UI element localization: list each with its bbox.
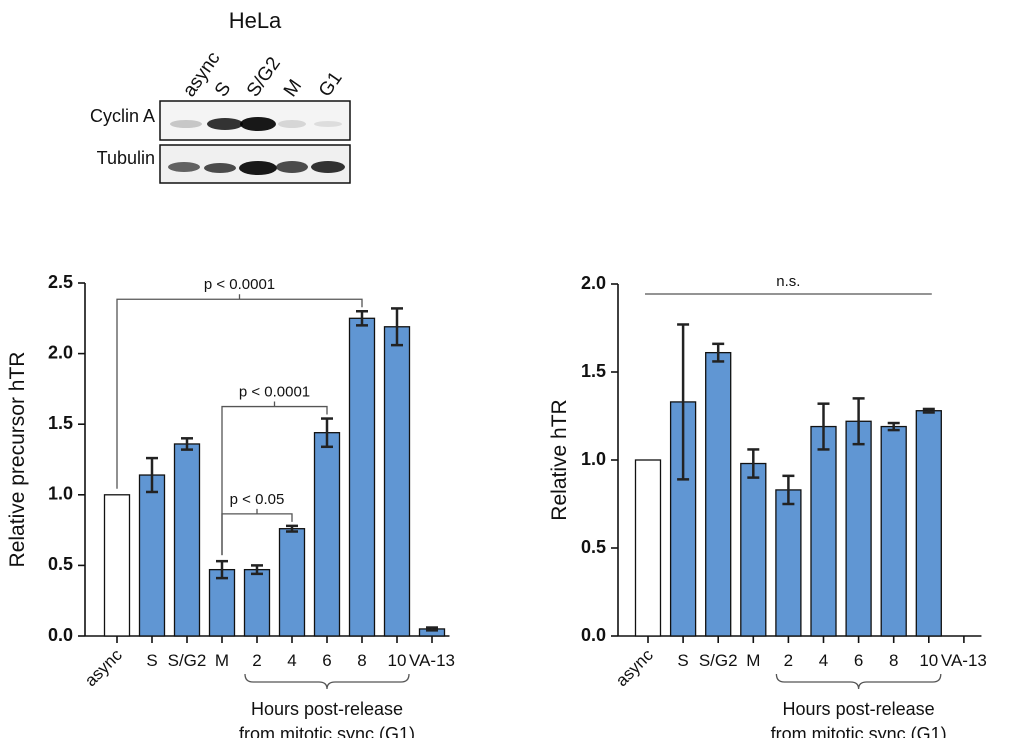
x-tick-label: 10	[919, 651, 938, 670]
y-tick-label: 1.0	[581, 449, 606, 469]
annotation: p < 0.05	[230, 491, 285, 508]
blot-band	[240, 117, 276, 131]
x-tick-label: 8	[357, 651, 366, 670]
western-blot: HeLa async S S/G2 M G1 Cyclin A Tubulin	[90, 8, 350, 183]
blot-band	[311, 161, 345, 173]
bar	[636, 460, 661, 636]
bar	[741, 464, 766, 636]
row-label: Cyclin A	[90, 106, 155, 126]
bar	[776, 490, 801, 636]
bar	[811, 427, 836, 636]
bar	[706, 353, 731, 636]
blot-band	[239, 161, 277, 175]
blot-title: HeLa	[229, 8, 282, 33]
y-axis-label: Relative hTR	[548, 399, 571, 520]
group-label: from mitotic sync (G1)	[239, 724, 415, 738]
group-label: Hours post-release	[251, 699, 403, 719]
y-axis-label: Relative precursor hTR	[6, 352, 29, 568]
bar	[210, 570, 235, 636]
y-tick-label: 2.0	[48, 342, 73, 362]
x-tick-label: 8	[889, 651, 898, 670]
figure: HeLa async S S/G2 M G1 Cyclin A Tubulin …	[0, 0, 1014, 738]
x-tick-label: S	[677, 651, 688, 670]
bar	[105, 495, 130, 636]
x-tick-label: 6	[854, 651, 863, 670]
row-label: Tubulin	[97, 148, 155, 168]
x-tick-label: 2	[784, 651, 793, 670]
group-label: from mitotic sync (G1)	[771, 724, 947, 738]
bar	[916, 411, 941, 636]
blot-band	[278, 120, 306, 128]
bar	[846, 421, 871, 636]
x-tick-label: S	[146, 651, 157, 670]
lane-label: S	[211, 78, 235, 100]
y-tick-label: 0.0	[48, 625, 73, 645]
x-tick-label: async	[81, 645, 126, 690]
y-tick-label: 0.5	[48, 554, 73, 574]
x-tick-label: 6	[322, 651, 331, 670]
bar	[881, 427, 906, 636]
bar	[385, 327, 410, 636]
x-tick-label: VA-13	[409, 651, 455, 670]
annotation: p < 0.0001	[204, 276, 275, 293]
x-tick-label: async	[612, 645, 657, 690]
blot-band	[204, 163, 236, 173]
bar	[280, 529, 305, 636]
bar	[315, 433, 340, 636]
blot-band	[207, 118, 243, 130]
blot-band	[276, 161, 308, 173]
x-tick-label: M	[746, 651, 760, 670]
y-tick-label: 1.0	[48, 484, 73, 504]
lane-label: M	[280, 76, 306, 101]
blot-band	[170, 120, 202, 128]
annotation: n.s.	[776, 273, 800, 290]
annotation: p < 0.0001	[239, 384, 310, 401]
y-tick-label: 0.5	[581, 537, 606, 557]
y-tick-label: 2.0	[581, 273, 606, 293]
group-label: Hours post-release	[783, 699, 935, 719]
x-tick-label: 4	[819, 651, 828, 670]
group-brace	[245, 674, 409, 689]
y-tick-label: 2.5	[48, 272, 73, 292]
group-brace	[776, 674, 940, 689]
lane-label: G1	[315, 68, 347, 101]
y-tick-label: 1.5	[48, 413, 73, 433]
x-tick-label: S/G2	[168, 651, 207, 670]
x-tick-label: 2	[252, 651, 261, 670]
x-tick-label: 4	[287, 651, 296, 670]
x-tick-label: M	[215, 651, 229, 670]
bar	[350, 318, 375, 636]
bar	[140, 475, 165, 636]
y-tick-label: 0.0	[581, 625, 606, 645]
blot-band	[314, 121, 342, 127]
significance-bracket	[222, 402, 327, 556]
blot-band	[168, 162, 200, 172]
y-tick-label: 1.5	[581, 361, 606, 381]
x-tick-label: 10	[388, 651, 407, 670]
x-tick-label: VA-13	[941, 651, 987, 670]
bar	[245, 570, 270, 636]
lane-label: S/G2	[243, 53, 285, 101]
bar	[175, 444, 200, 636]
x-tick-label: S/G2	[699, 651, 738, 670]
